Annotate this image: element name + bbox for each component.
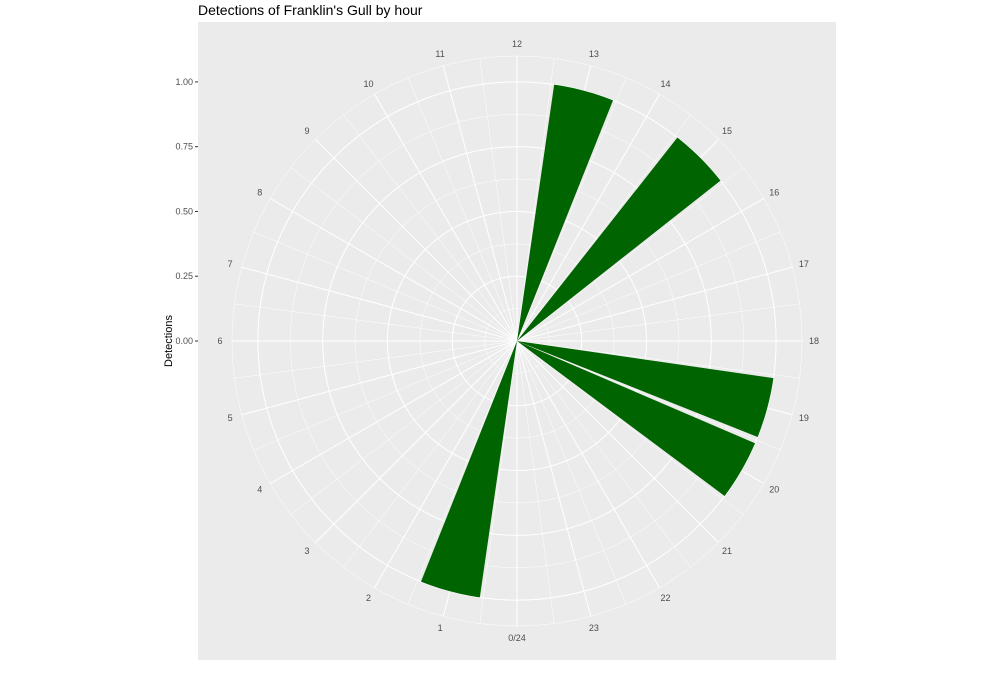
major-grid-spoke	[516, 266, 793, 342]
minor-grid-spoke	[343, 114, 518, 342]
minor-grid-spoke	[516, 58, 555, 342]
minor-grid-spoke	[253, 231, 518, 342]
bar-hour-19	[517, 341, 774, 438]
minor-grid-spoke	[516, 340, 555, 624]
minor-grid-spoke	[516, 340, 627, 605]
y-tick-label: 1.00	[175, 77, 193, 87]
minor-grid-spoke	[516, 77, 627, 342]
hour-label-3: 3	[304, 546, 309, 556]
bar-hour-13	[517, 84, 614, 341]
minor-grid-spoke	[516, 231, 781, 342]
y-axis-label: Detections	[163, 315, 175, 367]
y-tick-label: 0.75	[175, 142, 193, 152]
bar-hour-20	[517, 341, 756, 497]
hour-label-12: 12	[512, 39, 522, 49]
hour-label-7: 7	[228, 259, 233, 269]
hour-label-2: 2	[366, 593, 371, 603]
minor-grid-spoke	[516, 167, 744, 342]
minor-grid-spoke	[343, 340, 518, 568]
major-grid-spoke	[315, 340, 518, 543]
minor-grid-spoke	[479, 340, 518, 624]
minor-grid-spoke	[516, 340, 781, 451]
bar-hour-1	[420, 341, 517, 598]
minor-grid-spoke	[479, 58, 518, 342]
major-grid-spoke	[516, 93, 660, 342]
grid-lines	[231, 55, 803, 627]
minor-grid-spoke	[407, 340, 518, 605]
minor-grid-spoke	[234, 303, 518, 342]
major-grid-spoke	[241, 340, 518, 416]
minor-grid-spoke	[290, 167, 518, 342]
major-grid-spoke	[516, 340, 660, 589]
major-grid-spoke	[374, 93, 518, 342]
y-tick-label: 0.00	[175, 336, 193, 346]
bar-hour-15	[517, 137, 721, 341]
hour-label-11: 11	[435, 49, 444, 59]
major-grid-spoke	[516, 340, 719, 543]
hour-label-6: 6	[217, 336, 222, 346]
hour-label-18: 18	[809, 336, 819, 346]
bar-series	[420, 84, 774, 598]
minor-grid-spoke	[234, 340, 518, 379]
hour-label-4: 4	[257, 485, 262, 495]
hour-label-13: 13	[589, 49, 599, 59]
major-grid-spoke	[516, 198, 765, 342]
major-grid-spoke	[241, 266, 518, 342]
hour-label-21: 21	[722, 546, 732, 556]
y-tick-label: 0.50	[175, 206, 193, 216]
minor-grid-spoke	[516, 340, 800, 379]
hour-label-1: 1	[438, 623, 443, 633]
hour-label-10: 10	[363, 79, 373, 89]
hour-label-0: 0/24	[508, 633, 526, 643]
hour-label-17: 17	[799, 259, 809, 269]
hour-label-14: 14	[660, 79, 670, 89]
minor-grid-spoke	[253, 340, 518, 451]
minor-grid-spoke	[516, 340, 691, 568]
y-axis: 0.00 0.25 0.50 0.75 1.00	[175, 77, 198, 346]
hour-label-5: 5	[228, 413, 233, 423]
major-grid-spoke	[315, 139, 518, 342]
hour-label-20: 20	[769, 485, 779, 495]
minor-grid-spoke	[516, 303, 800, 342]
minor-grid-spoke	[290, 340, 518, 515]
hour-label-15: 15	[722, 126, 732, 136]
major-grid-spoke	[269, 340, 518, 484]
hour-label-9: 9	[304, 126, 309, 136]
minor-grid-spoke	[407, 77, 518, 342]
major-grid-spoke	[269, 198, 518, 342]
minor-grid-spoke	[516, 340, 744, 515]
hour-label-22: 22	[660, 593, 670, 603]
hour-label-16: 16	[769, 188, 779, 198]
hour-label-23: 23	[589, 623, 599, 633]
hour-labels: 0/24123456789101112131415161718192021222…	[217, 39, 819, 643]
hour-label-19: 19	[799, 413, 809, 423]
major-grid-spoke	[374, 340, 518, 589]
major-grid-spoke	[442, 65, 518, 342]
y-tick-label: 0.25	[175, 271, 193, 281]
hour-label-8: 8	[257, 188, 262, 198]
major-grid-spoke	[516, 340, 592, 617]
minor-grid-spoke	[516, 114, 691, 342]
chart-title: Detections of Franklin's Gull by hour	[198, 2, 423, 18]
